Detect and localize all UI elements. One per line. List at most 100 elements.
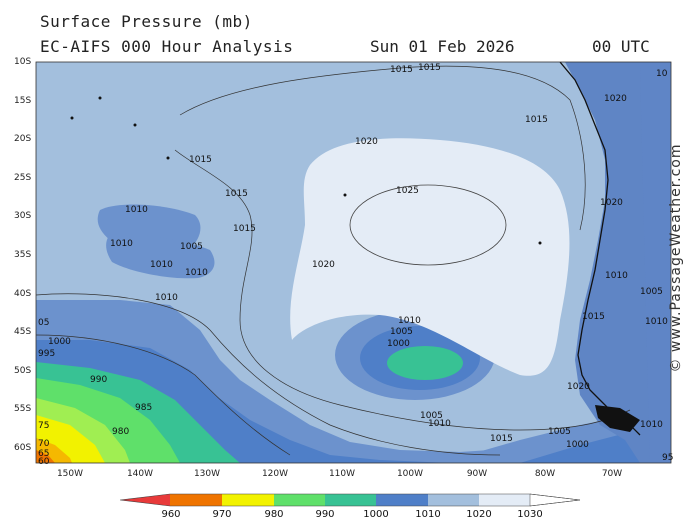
label-1010: 1010 — [645, 317, 668, 327]
island-1010-south — [106, 234, 215, 279]
island-dot — [70, 116, 74, 120]
label-1020: 1020 — [355, 137, 378, 147]
label-75: 75 — [38, 421, 49, 431]
scale-swatch-960 — [120, 494, 170, 506]
high-core-1025 — [349, 184, 507, 266]
label-1005: 1005 — [548, 427, 571, 437]
lon-label-140w: 140W — [126, 469, 154, 479]
scale-tick-980: 980 — [264, 509, 284, 520]
tierra-del-fuego — [595, 405, 640, 432]
label-1015: 1015 — [390, 65, 413, 75]
label-10: 10 — [656, 69, 668, 79]
label-95: 95 — [662, 453, 673, 463]
lon-label-110w: 110W — [328, 469, 356, 479]
island-dot — [538, 241, 542, 245]
label-1010: 1010 — [605, 271, 628, 281]
label-1010: 1010 — [155, 293, 178, 303]
lat-label-35s: 35S — [14, 250, 32, 260]
label-1010: 1010 — [398, 316, 421, 326]
island-dot — [133, 123, 137, 127]
island-dot — [98, 96, 102, 100]
chile-coastline — [559, 62, 641, 436]
scale-swatch-high — [529, 493, 581, 507]
scale-swatch-1020 — [428, 494, 479, 506]
lat-label-55s: 55S — [14, 404, 32, 414]
island-dot — [343, 193, 347, 197]
lat-label-50s: 50S — [14, 366, 32, 376]
label-1005: 1005 — [420, 411, 443, 421]
label-1015: 1015 — [233, 224, 256, 234]
label-05: 05 — [38, 318, 49, 328]
label-1010: 1010 — [428, 419, 451, 429]
label-1020: 1020 — [567, 382, 590, 392]
island-dot — [166, 156, 170, 160]
label-980: 980 — [112, 427, 129, 437]
label-1005: 1005 — [180, 242, 203, 252]
scale-swatch-1010 — [376, 494, 428, 506]
scale-tick-1030: 1030 — [517, 509, 543, 520]
lon-label-150w: 150W — [56, 469, 84, 479]
valid-date: Sun 01 Feb 2026 — [370, 37, 515, 56]
scale-tick-970: 970 — [212, 509, 232, 520]
map-frame — [35, 61, 672, 464]
valid-time: 00 UTC — [592, 37, 650, 56]
label-1000: 1000 — [48, 337, 71, 347]
scale-tick-1010: 1010 — [415, 509, 441, 520]
scale-tick-960: 960 — [161, 509, 181, 520]
label-1015: 1015 — [225, 189, 248, 199]
label-995: 995 — [38, 349, 55, 359]
low-core-1000 — [387, 346, 463, 380]
lat-label-20s: 20S — [14, 134, 32, 144]
scale-tick-1000: 1000 — [363, 509, 389, 520]
lon-label-120w: 120W — [261, 469, 289, 479]
label-1020: 1020 — [312, 260, 335, 270]
lat-label-45s: 45S — [14, 327, 32, 337]
lon-label-70w: 70W — [601, 469, 623, 479]
label-1015: 1015 — [582, 312, 605, 322]
site-credit: © www.PassageWeather.com — [668, 143, 684, 373]
label-60: 60 — [38, 457, 50, 467]
label-1020: 1020 — [600, 198, 623, 208]
label-1010: 1010 — [110, 239, 133, 249]
scale-swatch-1000 — [325, 494, 376, 506]
scale-swatch-980 — [222, 494, 274, 506]
model-subtitle: EC-AIFS 000 Hour Analysis — [40, 37, 294, 56]
scale-tick-1020: 1020 — [466, 509, 492, 520]
lon-label-80w: 80W — [534, 469, 556, 479]
scale-swatch-990 — [274, 494, 325, 506]
lon-label-100w: 100W — [396, 469, 424, 479]
label-65: 65 — [38, 449, 49, 459]
lat-label-60s: 60S — [14, 443, 32, 453]
lat-label-25s: 25S — [14, 173, 32, 183]
label-1015: 1015 — [525, 115, 548, 125]
label-1015: 1015 — [189, 155, 212, 165]
label-1005: 1005 — [640, 287, 663, 297]
label-1015: 1015 — [418, 63, 441, 73]
scale-swatch-970 — [170, 494, 222, 506]
pressure-band-970 — [36, 450, 55, 463]
pressure-color-scale — [119, 493, 581, 507]
label-990: 990 — [90, 375, 107, 385]
scale-tick-990: 990 — [315, 509, 335, 520]
label-1015: 1015 — [490, 434, 513, 444]
eastern-land — [640, 62, 671, 463]
label-1010: 1010 — [125, 205, 148, 215]
label-1020: 1020 — [604, 94, 627, 104]
label-1025: 1025 — [396, 186, 419, 196]
map-title: Surface Pressure (mb) — [40, 12, 253, 31]
label-1010: 1010 — [185, 268, 208, 278]
lat-label-30s: 30S — [14, 211, 32, 221]
lon-label-130w: 130W — [193, 469, 221, 479]
label-1010: 1010 — [640, 420, 663, 430]
label-1010: 1010 — [150, 260, 173, 270]
lat-label-15s: 15S — [14, 96, 32, 106]
lat-label-40s: 40S — [14, 289, 32, 299]
label-1000: 1000 — [566, 440, 589, 450]
label-1005: 1005 — [390, 327, 413, 337]
label-1000: 1000 — [387, 339, 410, 349]
lon-label-90w: 90W — [466, 469, 488, 479]
label-985: 985 — [135, 403, 152, 413]
lat-label-10s: 10S — [14, 57, 32, 67]
label-70: 70 — [38, 439, 50, 449]
